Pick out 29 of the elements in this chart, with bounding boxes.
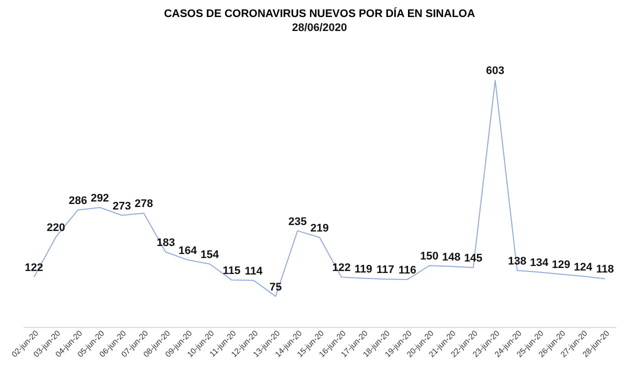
- data-label: 119: [354, 263, 372, 276]
- data-label: 122: [24, 262, 44, 274]
- data-label: 235: [288, 216, 307, 228]
- data-label: 118: [596, 264, 614, 276]
- data-label: 292: [90, 192, 110, 205]
- data-label: 75: [269, 281, 282, 294]
- data-label: 273: [112, 200, 132, 212]
- data-label: 134: [530, 257, 550, 270]
- data-label: 122: [332, 262, 351, 274]
- data-label: 129: [552, 259, 570, 272]
- data-label: 115: [222, 264, 241, 277]
- data-label: 114: [244, 265, 264, 278]
- data-label: 183: [156, 237, 175, 250]
- data-label: 603: [486, 65, 504, 78]
- data-label: 116: [398, 264, 416, 277]
- data-label: 124: [574, 261, 594, 274]
- chart-title: CASOS DE CORONAVIRUS NUEVOS POR DÍA EN SINALOA: [164, 7, 476, 20]
- data-label: 219: [310, 222, 329, 234]
- data-label: 164: [178, 244, 198, 257]
- data-label: 150: [420, 250, 438, 263]
- data-label: 278: [134, 198, 153, 210]
- data-label: 154: [200, 248, 220, 261]
- chart-subtitle: 28/06/2020: [292, 22, 348, 34]
- data-label: 220: [46, 222, 66, 234]
- data-label: 286: [68, 194, 88, 207]
- data-label: 148: [442, 251, 460, 264]
- data-label: 145: [464, 252, 482, 265]
- data-label: 138: [508, 256, 526, 268]
- data-label: 117: [376, 264, 394, 276]
